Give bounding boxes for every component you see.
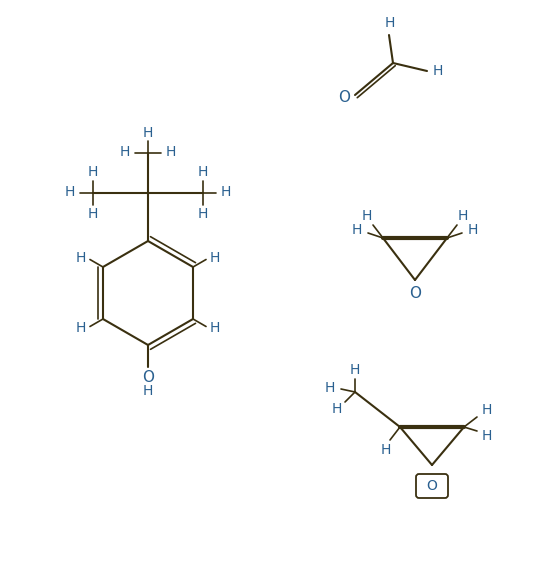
- Text: O: O: [338, 91, 350, 105]
- Text: H: H: [332, 402, 342, 416]
- Text: H: H: [76, 251, 86, 265]
- Text: H: H: [166, 145, 176, 159]
- Text: O: O: [142, 369, 154, 385]
- Text: H: H: [385, 16, 395, 30]
- Text: H: H: [210, 251, 220, 265]
- Text: H: H: [458, 209, 468, 223]
- Text: H: H: [143, 384, 153, 398]
- Text: H: H: [482, 429, 492, 443]
- Text: H: H: [433, 64, 443, 78]
- Text: H: H: [325, 381, 335, 395]
- Text: H: H: [482, 403, 492, 417]
- Text: H: H: [120, 145, 130, 159]
- Text: H: H: [88, 165, 98, 179]
- Text: H: H: [468, 223, 478, 237]
- Text: H: H: [210, 321, 220, 336]
- Text: H: H: [198, 207, 208, 221]
- Text: H: H: [65, 185, 75, 199]
- Text: H: H: [76, 321, 86, 336]
- Text: H: H: [350, 363, 360, 377]
- Text: H: H: [381, 443, 391, 457]
- Text: H: H: [221, 185, 231, 199]
- Text: H: H: [88, 207, 98, 221]
- Text: H: H: [198, 165, 208, 179]
- Text: O: O: [426, 479, 437, 493]
- FancyBboxPatch shape: [416, 474, 448, 498]
- Text: H: H: [362, 209, 372, 223]
- Text: H: H: [352, 223, 362, 237]
- Text: H: H: [143, 126, 153, 140]
- Text: O: O: [409, 287, 421, 302]
